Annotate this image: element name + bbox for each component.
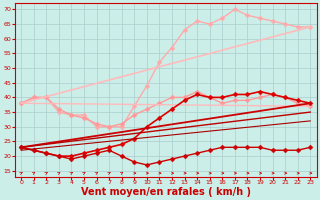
X-axis label: Vent moyen/en rafales ( km/h ): Vent moyen/en rafales ( km/h ) (81, 187, 251, 197)
